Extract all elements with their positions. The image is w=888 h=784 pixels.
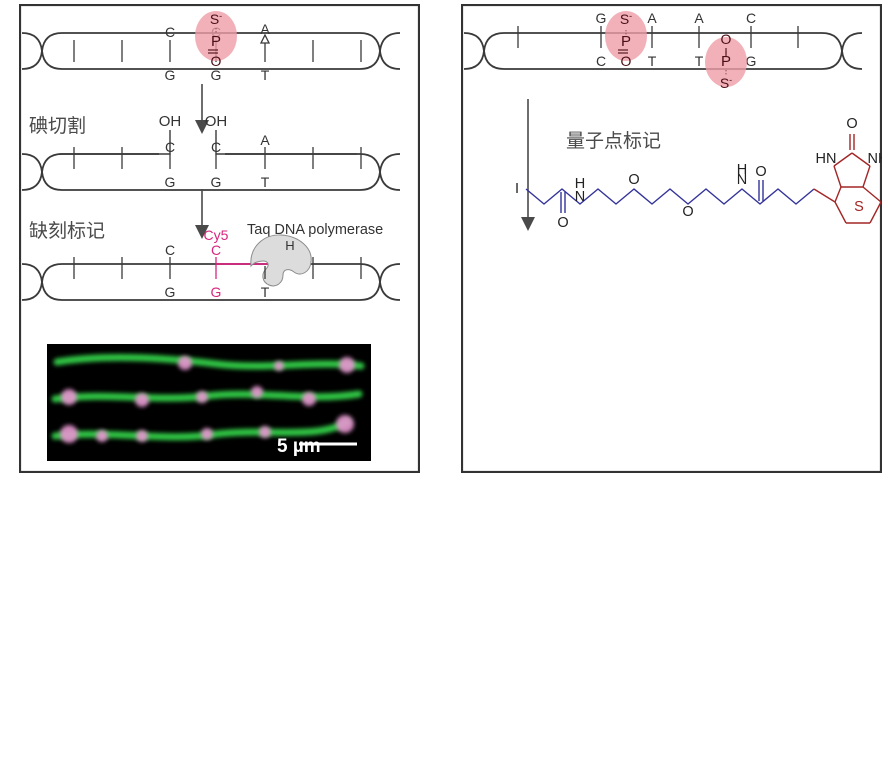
svg-text:G: G — [596, 10, 607, 26]
svg-text:G: G — [211, 284, 222, 300]
svg-text:A: A — [260, 132, 270, 148]
svg-text:量子点标记: 量子点标记 — [566, 130, 661, 152]
svg-text:Cy5: Cy5 — [204, 227, 229, 243]
svg-text:P: P — [721, 53, 731, 70]
svg-text:C: C — [596, 53, 606, 69]
svg-text:T: T — [648, 53, 657, 69]
svg-text:缺刻标记: 缺刻标记 — [29, 220, 105, 242]
svg-text:G: G — [746, 53, 757, 69]
svg-text:A: A — [694, 10, 704, 26]
svg-text:O: O — [846, 116, 857, 132]
svg-text:O: O — [211, 53, 222, 69]
svg-text:O: O — [755, 164, 766, 180]
svg-text:G: G — [165, 174, 176, 190]
svg-text:A: A — [260, 21, 270, 37]
svg-text:C: C — [211, 242, 221, 258]
svg-text:O: O — [682, 204, 693, 220]
svg-text:T: T — [261, 174, 270, 190]
svg-text:C: C — [165, 242, 175, 258]
svg-text:O: O — [628, 172, 639, 188]
svg-text:C: C — [211, 139, 221, 155]
svg-text:Taq DNA polymerase: Taq DNA polymerase — [247, 222, 383, 238]
svg-text:H: H — [285, 238, 294, 253]
svg-text:C: C — [165, 139, 175, 155]
svg-text:HN: HN — [816, 151, 837, 167]
svg-text:G: G — [165, 284, 176, 300]
svg-text:G: G — [211, 67, 222, 83]
svg-text:C: C — [165, 24, 175, 40]
svg-text:5 µm: 5 µm — [277, 436, 321, 457]
svg-text:G: G — [165, 67, 176, 83]
svg-text:S: S — [854, 199, 864, 215]
svg-text:OH: OH — [205, 113, 228, 130]
svg-text:OH: OH — [159, 113, 182, 130]
svg-text:N: N — [575, 189, 585, 205]
svg-text:A: A — [647, 10, 657, 26]
svg-text:G: G — [211, 174, 222, 190]
svg-text:T: T — [261, 67, 270, 83]
svg-text:碘切割: 碘切割 — [29, 115, 86, 137]
svg-text:O: O — [721, 31, 732, 47]
svg-text:P: P — [211, 33, 221, 50]
svg-text:C: C — [746, 10, 756, 26]
svg-text:T: T — [695, 53, 704, 69]
svg-text:NH: NH — [868, 151, 882, 167]
svg-text:I: I — [515, 181, 519, 197]
svg-text:N: N — [737, 172, 747, 188]
svg-text:P: P — [621, 33, 631, 50]
svg-text:T: T — [261, 284, 270, 300]
svg-text:O: O — [621, 53, 632, 69]
svg-text:O: O — [557, 215, 568, 231]
